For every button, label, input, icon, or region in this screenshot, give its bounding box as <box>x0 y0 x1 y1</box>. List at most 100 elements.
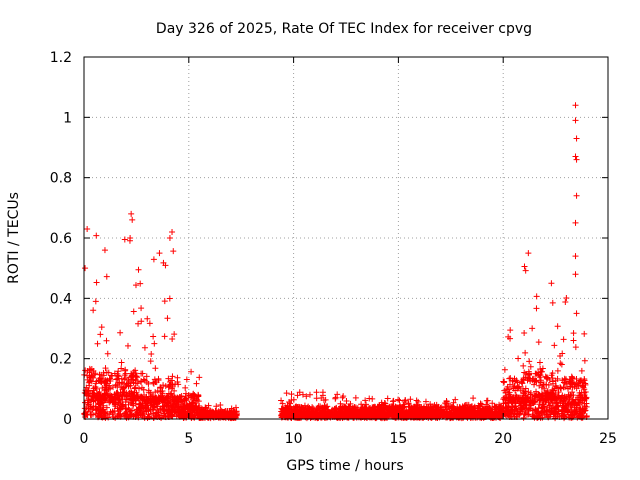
data-point <box>168 406 175 413</box>
data-point <box>553 395 560 402</box>
data-point <box>86 382 93 389</box>
data-point <box>219 408 226 415</box>
data-point <box>402 410 409 417</box>
data-point <box>369 395 376 402</box>
data-point <box>85 405 92 412</box>
data-point <box>175 404 182 411</box>
data-point <box>127 408 134 415</box>
data-point <box>94 340 101 347</box>
y-tick-label: 0.4 <box>50 291 72 307</box>
data-point <box>154 387 161 394</box>
data-point <box>371 411 378 418</box>
data-point <box>294 392 301 399</box>
data-point <box>176 409 183 416</box>
data-point <box>135 395 142 402</box>
data-point <box>533 305 540 312</box>
data-point <box>396 397 403 404</box>
data-point <box>451 405 458 412</box>
data-point <box>188 368 195 375</box>
data-point <box>202 405 209 412</box>
data-point <box>95 400 102 407</box>
data-point <box>127 382 134 389</box>
data-point <box>432 414 439 421</box>
data-point <box>483 397 490 404</box>
data-point <box>284 407 291 414</box>
data-point <box>161 298 168 305</box>
data-point <box>570 408 577 415</box>
data-point <box>504 386 511 393</box>
data-point <box>210 413 217 420</box>
data-point <box>295 414 302 421</box>
data-point <box>115 399 122 406</box>
data-point <box>121 236 128 243</box>
data-point <box>167 378 174 385</box>
data-point <box>105 386 112 393</box>
data-point <box>358 406 365 413</box>
data-point <box>134 374 141 381</box>
data-point <box>95 390 102 397</box>
data-point <box>97 331 104 338</box>
data-point <box>338 405 345 412</box>
data-point <box>533 392 540 399</box>
data-point <box>395 396 402 403</box>
data-point <box>495 411 502 418</box>
data-point <box>377 409 384 416</box>
data-point <box>103 273 110 280</box>
data-point <box>352 394 359 401</box>
data-point <box>558 361 565 368</box>
data-point <box>129 216 136 223</box>
data-point <box>102 384 109 391</box>
data-point <box>573 402 580 409</box>
data-point <box>491 403 498 410</box>
data-point <box>578 409 585 416</box>
data-point <box>181 397 188 404</box>
data-point <box>527 389 534 396</box>
data-point <box>526 358 533 365</box>
data-point <box>122 398 129 405</box>
data-point <box>82 265 89 272</box>
data-point <box>522 267 529 274</box>
data-point <box>102 392 109 399</box>
data-point <box>93 407 100 414</box>
data-point <box>545 399 552 406</box>
data-point <box>521 329 528 336</box>
data-point <box>117 389 124 396</box>
data-point <box>84 376 91 383</box>
data-point <box>118 359 125 366</box>
data-point <box>531 381 538 388</box>
data-point <box>122 370 129 377</box>
data-point <box>137 400 144 407</box>
data-point <box>540 399 547 406</box>
data-point <box>218 411 225 418</box>
data-point <box>507 327 514 334</box>
data-point <box>137 411 144 418</box>
data-point <box>385 404 392 411</box>
data-point <box>525 250 532 257</box>
data-point <box>543 374 550 381</box>
axis-ticks <box>83 56 609 420</box>
data-point <box>501 366 508 373</box>
data-point <box>502 389 509 396</box>
data-point <box>231 411 238 418</box>
data-point <box>143 373 150 380</box>
data-point <box>103 369 110 376</box>
data-point <box>572 344 579 351</box>
data-point <box>560 336 567 343</box>
data-point <box>495 411 502 418</box>
data-point <box>161 333 168 340</box>
data-point <box>84 225 91 232</box>
data-point <box>312 414 319 421</box>
data-point <box>150 403 157 410</box>
data-point <box>519 379 526 386</box>
data-point <box>582 380 589 387</box>
plot-frame <box>83 56 609 420</box>
data-point <box>581 377 588 384</box>
data-point <box>190 399 197 406</box>
data-point <box>134 412 141 419</box>
data-point <box>128 370 135 377</box>
data-point <box>107 393 114 400</box>
data-point <box>580 408 587 415</box>
data-point <box>572 253 579 260</box>
data-point <box>576 379 583 386</box>
data-point <box>554 403 561 410</box>
